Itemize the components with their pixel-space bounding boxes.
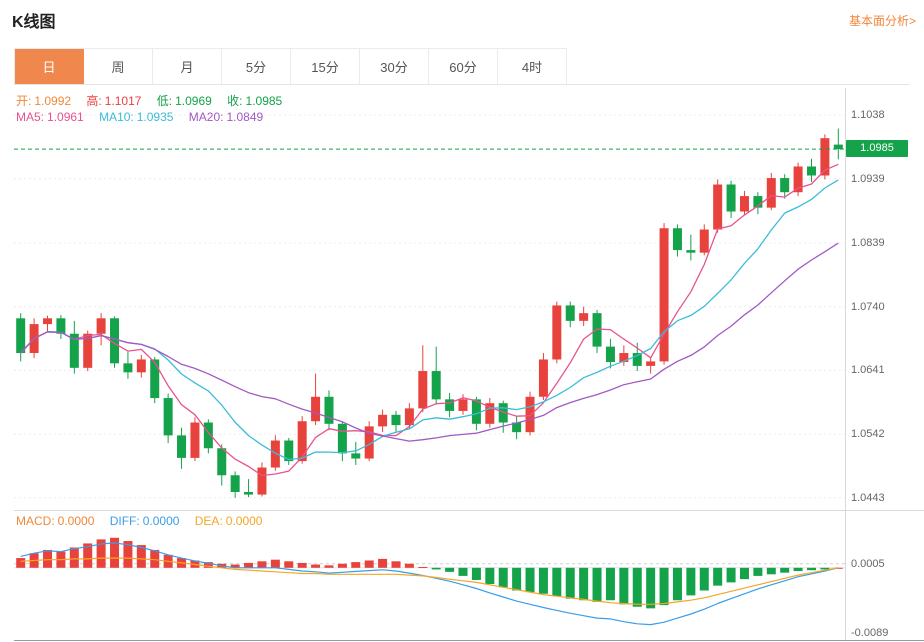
price-axis-label: 1.0740 bbox=[851, 300, 885, 313]
legend-high-value: 1.1017 bbox=[104, 94, 142, 108]
tab-4hour[interactable]: 4时 bbox=[498, 49, 567, 84]
tab-5min[interactable]: 5分 bbox=[222, 49, 291, 84]
timeframe-tabs: 日 周 月 5分 15分 30分 60分 4时 bbox=[14, 48, 567, 84]
current-price-tag: 1.0985 bbox=[846, 140, 908, 158]
legend-dea-label: DEA: bbox=[194, 514, 223, 528]
tab-60min[interactable]: 60分 bbox=[429, 49, 498, 84]
legend-ma10-label: MA10: bbox=[99, 110, 134, 124]
legend-ma20-value: 1.0849 bbox=[226, 110, 264, 124]
legend-macd-value: 0.0000 bbox=[57, 514, 95, 528]
legend-macd: MACD: 0.0000 bbox=[16, 514, 94, 528]
axis-divider bbox=[845, 88, 846, 640]
legend-dea: DEA: 0.0000 bbox=[195, 514, 263, 528]
legend-low: 低: 1.0969 bbox=[157, 94, 212, 108]
legend-ma5: MA5: 1.0961 bbox=[16, 110, 84, 124]
price-axis-label: 1.1038 bbox=[851, 109, 885, 122]
legend-close-value: 1.0985 bbox=[245, 94, 283, 108]
legend-ma20: MA20: 1.0849 bbox=[189, 110, 263, 124]
legend-diff: DIFF: 0.0000 bbox=[110, 514, 180, 528]
legend-open-value: 1.0992 bbox=[34, 94, 72, 108]
legend-ma10-value: 1.0935 bbox=[136, 110, 174, 124]
macd-legend: MACD: 0.0000 DIFF: 0.0000 DEA: 0.0000 bbox=[16, 514, 274, 528]
legend-close: 收: 1.0985 bbox=[227, 94, 282, 108]
price-axis-label: 1.0641 bbox=[851, 364, 885, 377]
legend-low-value: 1.0969 bbox=[175, 94, 212, 108]
macd-canvas[interactable] bbox=[14, 511, 845, 640]
legend-ma5-value: 1.0961 bbox=[47, 110, 84, 124]
timeframe-tabbar: 日 周 月 5分 15分 30分 60分 4时 bbox=[14, 48, 910, 85]
price-axis-label: 1.0839 bbox=[851, 237, 885, 250]
price-axis-label: 1.0939 bbox=[851, 172, 885, 185]
tab-15min[interactable]: 15分 bbox=[291, 49, 360, 84]
price-axis-label: 1.0542 bbox=[851, 428, 885, 441]
macd-axis-label: -0.0089 bbox=[851, 627, 889, 639]
legend-ma20-label: MA20: bbox=[188, 110, 224, 124]
price-axis-label: 1.0443 bbox=[851, 491, 885, 504]
bottom-border bbox=[14, 640, 924, 641]
legend-open: 开: 1.0992 bbox=[16, 94, 71, 108]
tab-30min[interactable]: 30分 bbox=[360, 49, 429, 84]
legend-macd-label: MACD: bbox=[16, 514, 55, 528]
main-chart-canvas[interactable] bbox=[14, 88, 845, 510]
legend-open-label: 开: bbox=[16, 94, 32, 108]
panel-divider bbox=[14, 510, 924, 511]
fundamental-analysis-link[interactable]: 基本面分析> bbox=[848, 14, 916, 28]
tab-day[interactable]: 日 bbox=[15, 49, 84, 84]
page-title: K线图 bbox=[12, 14, 56, 31]
legend-diff-value: 0.0000 bbox=[142, 514, 180, 528]
tab-week[interactable]: 周 bbox=[84, 49, 153, 84]
legend-high: 高: 1.1017 bbox=[86, 94, 141, 108]
legend-ma10: MA10: 1.0935 bbox=[99, 110, 173, 124]
legend-dea-value: 0.0000 bbox=[225, 514, 263, 528]
legend-diff-label: DIFF: bbox=[109, 514, 140, 528]
legend-high-label: 高: bbox=[86, 94, 102, 108]
ohlc-legend: 开: 1.0992 高: 1.1017 低: 1.0969 收: 1.0985 bbox=[16, 92, 294, 109]
legend-ma5-label: MA5: bbox=[16, 110, 45, 124]
macd-axis-label: 0.0005 bbox=[851, 557, 885, 570]
legend-close-label: 收: bbox=[227, 94, 243, 108]
ma-legend: MA5: 1.0961 MA10: 1.0935 MA20: 1.0849 bbox=[16, 110, 275, 124]
tab-month[interactable]: 月 bbox=[153, 49, 222, 84]
legend-low-label: 低: bbox=[156, 94, 173, 108]
